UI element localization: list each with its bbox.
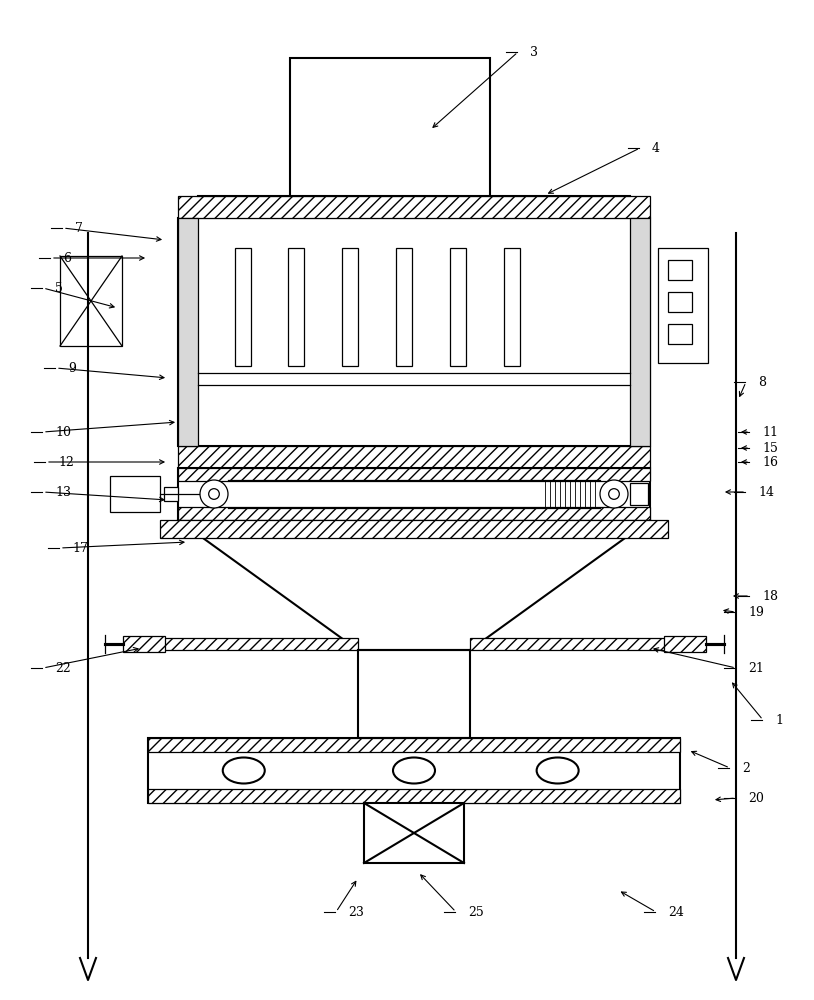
Text: 19: 19 [748, 605, 764, 618]
Text: 18: 18 [762, 589, 778, 602]
Text: 22: 22 [55, 662, 71, 674]
Bar [178, 468, 650, 520]
Text: 7: 7 [75, 222, 83, 234]
Bar [364, 803, 464, 863]
Circle shape [208, 489, 219, 499]
Text: 20: 20 [748, 792, 764, 804]
Ellipse shape [393, 758, 435, 784]
Bar [148, 738, 680, 752]
Bar [123, 636, 165, 652]
Bar [658, 248, 708, 363]
Bar [664, 636, 706, 652]
Bar [288, 248, 304, 366]
Text: 6: 6 [63, 251, 71, 264]
Text: 24: 24 [668, 906, 684, 918]
Text: 13: 13 [55, 486, 71, 498]
Text: 15: 15 [762, 442, 778, 454]
Bar [178, 507, 650, 520]
Text: 12: 12 [58, 456, 74, 468]
Bar [290, 58, 490, 196]
Text: 3: 3 [530, 45, 538, 58]
Bar [178, 196, 650, 218]
Text: 8: 8 [758, 375, 766, 388]
Bar [148, 789, 680, 803]
Bar [178, 446, 650, 468]
Bar [342, 248, 358, 366]
Bar [164, 487, 178, 501]
Text: 17: 17 [72, 542, 88, 554]
Text: 10: 10 [55, 426, 71, 438]
Text: 1: 1 [775, 714, 783, 726]
Text: 16: 16 [762, 456, 778, 468]
Bar [396, 248, 412, 366]
Text: 4: 4 [652, 141, 660, 154]
Bar [143, 638, 358, 650]
Text: 5: 5 [55, 282, 63, 294]
Bar [668, 292, 692, 312]
Bar [178, 218, 650, 446]
Ellipse shape [536, 758, 579, 784]
Bar [358, 650, 470, 738]
Circle shape [600, 480, 628, 508]
Ellipse shape [223, 758, 265, 784]
Text: 21: 21 [748, 662, 764, 674]
Bar [630, 483, 648, 505]
Bar [504, 248, 520, 366]
Bar [470, 638, 685, 650]
Bar [178, 218, 198, 446]
Bar [148, 738, 680, 803]
Text: 25: 25 [468, 906, 484, 918]
Bar [235, 248, 251, 366]
Bar [450, 248, 466, 366]
Bar [630, 218, 650, 446]
Bar [60, 256, 122, 346]
Bar [110, 476, 160, 512]
Text: 11: 11 [762, 426, 778, 438]
Text: 9: 9 [68, 361, 76, 374]
Bar [668, 260, 692, 280]
Circle shape [609, 489, 619, 499]
Bar [160, 520, 668, 538]
Bar [178, 468, 650, 481]
Circle shape [200, 480, 228, 508]
Text: 14: 14 [758, 486, 774, 498]
Bar [668, 324, 692, 344]
Text: 23: 23 [348, 906, 364, 918]
Text: 2: 2 [742, 762, 750, 774]
